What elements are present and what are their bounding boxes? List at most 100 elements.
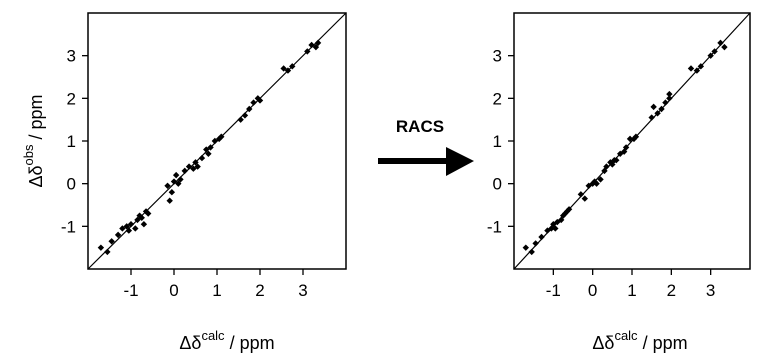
left-data-point: [205, 150, 212, 157]
left-data-point: [145, 210, 152, 217]
left-data-point: [114, 231, 122, 239]
right-data-point: [563, 208, 571, 215]
left-x-tick-label: 0: [169, 281, 178, 300]
transition-arrow-group: RACS: [378, 117, 474, 176]
left-data-point: [172, 171, 180, 179]
right-data-point: [538, 233, 545, 241]
left-x-tick-label: 3: [298, 281, 307, 300]
left-data-point: [308, 41, 315, 49]
left-data-point: [166, 197, 173, 204]
right-x-tick-label: 0: [588, 281, 597, 300]
right-y-ticks: -1 0 1 2 3: [487, 47, 514, 236]
left-points: [97, 39, 322, 256]
right-data-point: [597, 176, 604, 183]
right-data-point: [654, 110, 661, 117]
left-data-point: [181, 167, 188, 175]
left-data-point: [108, 238, 115, 245]
right-data-point: [711, 48, 718, 55]
right-data-point: [707, 52, 714, 59]
right-data-point: [666, 90, 673, 98]
right-x-tick-label: -1: [546, 281, 561, 300]
left-data-point: [185, 163, 193, 170]
left-data-point: [237, 116, 244, 123]
right-data-point: [613, 157, 620, 164]
left-data-point: [304, 48, 311, 55]
right-data-point: [522, 244, 529, 251]
left-y-axis-label: Δδobs / ppm: [21, 94, 46, 187]
right-data-point: [721, 43, 728, 51]
right-data-point: [658, 105, 665, 113]
right-data-point: [550, 221, 557, 228]
right-x-tick-label: 2: [667, 281, 676, 300]
left-data-point: [246, 105, 253, 113]
left-data-point: [127, 221, 135, 228]
right-x-tick-label: 1: [627, 281, 636, 300]
right-data-point: [607, 159, 614, 166]
right-data-point: [662, 99, 669, 106]
left-data-point: [123, 223, 130, 230]
right-data-point: [622, 144, 630, 151]
left-data-point: [125, 227, 133, 234]
arrow-right-icon: [446, 147, 474, 176]
left-x-ticks: -1 0 1 2 3: [123, 269, 308, 300]
left-data-point: [194, 163, 201, 170]
right-data-point: [565, 206, 573, 213]
left-y-tick-label: -1: [61, 217, 76, 236]
right-y-tick-label: 2: [493, 89, 502, 108]
right-y-tick-label: 0: [493, 175, 502, 194]
left-data-point: [207, 144, 214, 151]
right-data-point: [650, 103, 657, 111]
transition-label: RACS: [396, 117, 444, 136]
left-data-point: [203, 146, 210, 153]
right-data-point: [532, 240, 539, 247]
right-data-point: [552, 225, 559, 232]
left-y-axis-label-unit: / ppm: [26, 94, 46, 144]
left-data-point: [175, 180, 182, 187]
left-data-point: [284, 67, 292, 74]
left-x-tick-label: 2: [255, 281, 264, 300]
left-y-axis-label-base: Δδ: [26, 165, 46, 187]
left-data-point: [312, 43, 320, 51]
left-y-ticks: -1 0 1 2 3: [61, 47, 88, 236]
right-data-point: [585, 182, 592, 189]
left-x-axis-label-unit: / ppm: [225, 333, 275, 353]
right-x-axis-label: Δδcalc / ppm: [592, 328, 687, 353]
left-data-point: [314, 39, 322, 47]
left-y-axis-label-sup: obs: [21, 144, 36, 165]
right-data-point: [626, 135, 634, 143]
left-y-tick-label: 3: [67, 47, 76, 66]
right-x-ticks: -1 0 1 2 3: [546, 269, 715, 300]
right-data-point: [648, 114, 655, 121]
right-x-axis-label-base: Δδ: [592, 333, 614, 353]
right-plot: -1 0 1 2 3 -1 0 1 2 3 Δδcalc / ppm: [487, 12, 751, 353]
left-x-axis-label: Δδcalc / ppm: [179, 328, 274, 353]
left-data-point: [119, 225, 126, 232]
left-data-point: [280, 65, 287, 72]
left-data-point: [138, 214, 145, 221]
right-data-point: [577, 191, 585, 198]
right-points: [522, 39, 728, 256]
left-data-point: [132, 225, 139, 232]
left-data-point: [140, 221, 148, 228]
right-data-point: [548, 225, 555, 232]
left-data-point: [218, 133, 225, 140]
right-data-point: [617, 150, 624, 157]
left-y-tick-label: 2: [67, 89, 76, 108]
left-data-point: [198, 154, 206, 162]
left-data-point: [134, 216, 141, 224]
left-data-point: [168, 189, 176, 196]
left-y-tick-label: 0: [67, 175, 76, 194]
left-data-point: [190, 165, 197, 172]
left-data-point: [97, 244, 105, 251]
right-y-tick-label: -1: [487, 217, 502, 236]
left-data-point: [164, 182, 171, 189]
left-data-point: [241, 112, 249, 119]
right-data-point: [554, 218, 561, 226]
right-x-axis-label-unit: / ppm: [638, 333, 688, 353]
left-data-point: [177, 176, 184, 183]
right-data-point: [528, 248, 535, 256]
right-x-axis-label-sup: calc: [614, 328, 638, 343]
right-data-point: [609, 161, 616, 168]
